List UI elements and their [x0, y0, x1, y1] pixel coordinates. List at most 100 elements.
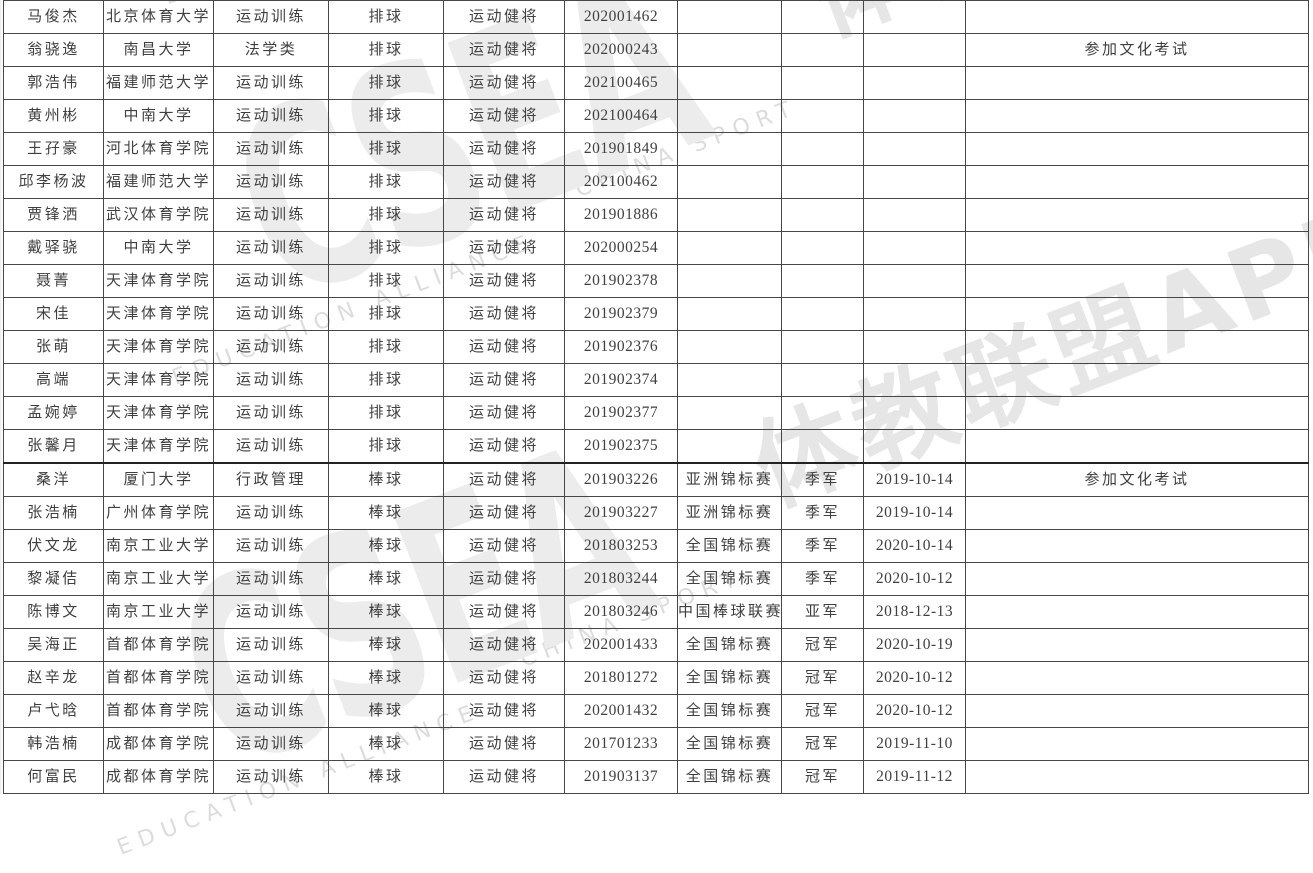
table-cell: 运动健将 — [443, 0, 565, 34]
table-cell: 卢弋晗 — [3, 694, 104, 728]
table-cell: 运动训练 — [213, 99, 329, 133]
table-cell: 运动训练 — [213, 595, 329, 629]
table-cell: 201902375 — [564, 429, 678, 464]
table-cell: 广州体育学院 — [103, 496, 214, 530]
table-cell — [863, 0, 966, 34]
table-cell — [863, 165, 966, 199]
table-cell: 202001433 — [564, 628, 678, 662]
table-cell: 张萌 — [3, 330, 104, 364]
table-cell: 宋佳 — [3, 297, 104, 331]
table-cell: 201803244 — [564, 562, 678, 596]
table-cell: 2019-10-14 — [863, 462, 966, 497]
table-row: 张萌 天津体育学院 运动训练 排球 运动健将 201902376 — [3, 330, 1309, 364]
table-cell: 邱李杨波 — [3, 165, 104, 199]
table-cell: 棒球 — [328, 661, 444, 695]
table-cell — [863, 99, 966, 133]
table-cell — [781, 297, 864, 331]
table-cell: 排球 — [328, 231, 444, 265]
table-row: 黄州彬 中南大学 运动训练 排球 运动健将 202100464 — [3, 99, 1309, 133]
table-cell: 运动健将 — [443, 462, 565, 497]
table-cell — [863, 330, 966, 364]
table-cell: 排球 — [328, 297, 444, 331]
table-cell: 福建师范大学 — [103, 165, 214, 199]
table-row: 韩浩楠 成都体育学院 运动训练 棒球 运动健将 201701233 全国锦标赛 冠军 2019-… — [3, 727, 1309, 761]
table-cell: 运动训练 — [213, 198, 329, 232]
table-cell: 聂菁 — [3, 264, 104, 298]
table-cell: 运动训练 — [213, 396, 329, 430]
table-cell: 运动健将 — [443, 99, 565, 133]
table-cell — [965, 595, 1309, 629]
table-cell — [863, 264, 966, 298]
table-cell: 201902374 — [564, 363, 678, 397]
table-cell: 运动健将 — [443, 33, 565, 67]
table-cell: 韩浩楠 — [3, 727, 104, 761]
table-cell: 季军 — [781, 462, 864, 497]
table-cell: 2018-12-13 — [863, 595, 966, 629]
table-cell: 南京工业大学 — [103, 595, 214, 629]
table-cell: 运动健将 — [443, 66, 565, 100]
table-cell: 运动训练 — [213, 231, 329, 265]
table-cell — [965, 496, 1309, 530]
table-cell — [781, 198, 864, 232]
table-cell — [677, 231, 782, 265]
table-cell: 202100462 — [564, 165, 678, 199]
table-cell: 运动健将 — [443, 198, 565, 232]
table-cell: 法学类 — [213, 33, 329, 67]
table-cell: 202001432 — [564, 694, 678, 728]
table-cell: 运动训练 — [213, 66, 329, 100]
table-cell: 全国锦标赛 — [677, 529, 782, 563]
table-cell: 亚洲锦标赛 — [677, 496, 782, 530]
table-row: 贾锋洒 武汉体育学院 运动训练 排球 运动健将 201901886 — [3, 198, 1309, 232]
table-row: 吴海正 首都体育学院 运动训练 棒球 运动健将 202001433 全国锦标赛 冠军 2020-… — [3, 628, 1309, 662]
table-cell: 首都体育学院 — [103, 628, 214, 662]
table-cell: 2019-11-10 — [863, 727, 966, 761]
table-cell: 运动训练 — [213, 628, 329, 662]
table-cell: 行政管理 — [213, 462, 329, 497]
table-cell: 季军 — [781, 496, 864, 530]
table-cell: 排球 — [328, 99, 444, 133]
table-cell: 全国锦标赛 — [677, 760, 782, 794]
table-cell — [677, 165, 782, 199]
table-cell: 运动训练 — [213, 529, 329, 563]
table-cell: 排球 — [328, 396, 444, 430]
table-cell: 王孖豪 — [3, 132, 104, 166]
table-cell — [781, 231, 864, 265]
table-row: 王孖豪 河北体育学院 运动训练 排球 运动健将 201901849 — [3, 132, 1309, 166]
table-row: 张浩楠 广州体育学院 运动训练 棒球 运动健将 201903227 亚洲锦标赛 季军 2019-… — [3, 496, 1309, 530]
table-cell: 201902376 — [564, 330, 678, 364]
table-cell: 亚洲锦标赛 — [677, 462, 782, 497]
table-row: 陈博文 南京工业大学 运动训练 棒球 运动健将 201803246 中国棒球联赛 亚军 2018… — [3, 595, 1309, 629]
table-cell — [863, 33, 966, 67]
table-cell — [677, 66, 782, 100]
table-cell — [781, 165, 864, 199]
table-cell — [965, 363, 1309, 397]
table-cell: 河北体育学院 — [103, 132, 214, 166]
table-cell: 孟婉婷 — [3, 396, 104, 430]
table-cell: 运动健将 — [443, 429, 565, 464]
table-cell — [781, 363, 864, 397]
table-cell: 2019-11-12 — [863, 760, 966, 794]
table-cell: 运动健将 — [443, 694, 565, 728]
table-cell: 2020-10-12 — [863, 661, 966, 695]
table-cell: 202000254 — [564, 231, 678, 265]
table-cell — [965, 628, 1309, 662]
table-cell — [677, 132, 782, 166]
table-cell: 202100464 — [564, 99, 678, 133]
table-cell — [781, 429, 864, 464]
table-cell: 运动健将 — [443, 496, 565, 530]
table-cell: 棒球 — [328, 496, 444, 530]
table-cell — [781, 264, 864, 298]
table-cell: 冠军 — [781, 661, 864, 695]
table-cell: 棒球 — [328, 562, 444, 596]
table-cell — [781, 396, 864, 430]
table-cell: 201902379 — [564, 297, 678, 331]
table-row: 马俊杰 北京体育大学 运动训练 排球 运动健将 202001462 — [3, 0, 1309, 34]
table-cell — [965, 165, 1309, 199]
table-cell: 202100465 — [564, 66, 678, 100]
table-cell — [965, 661, 1309, 695]
table-cell: 中南大学 — [103, 231, 214, 265]
table-row: 翁骁逸 南昌大学 法学类 排球 运动健将 202000243 参加文化考试 — [3, 33, 1309, 67]
table-cell: 全国锦标赛 — [677, 727, 782, 761]
table-cell: 2020-10-12 — [863, 562, 966, 596]
table-cell: 北京体育大学 — [103, 0, 214, 34]
